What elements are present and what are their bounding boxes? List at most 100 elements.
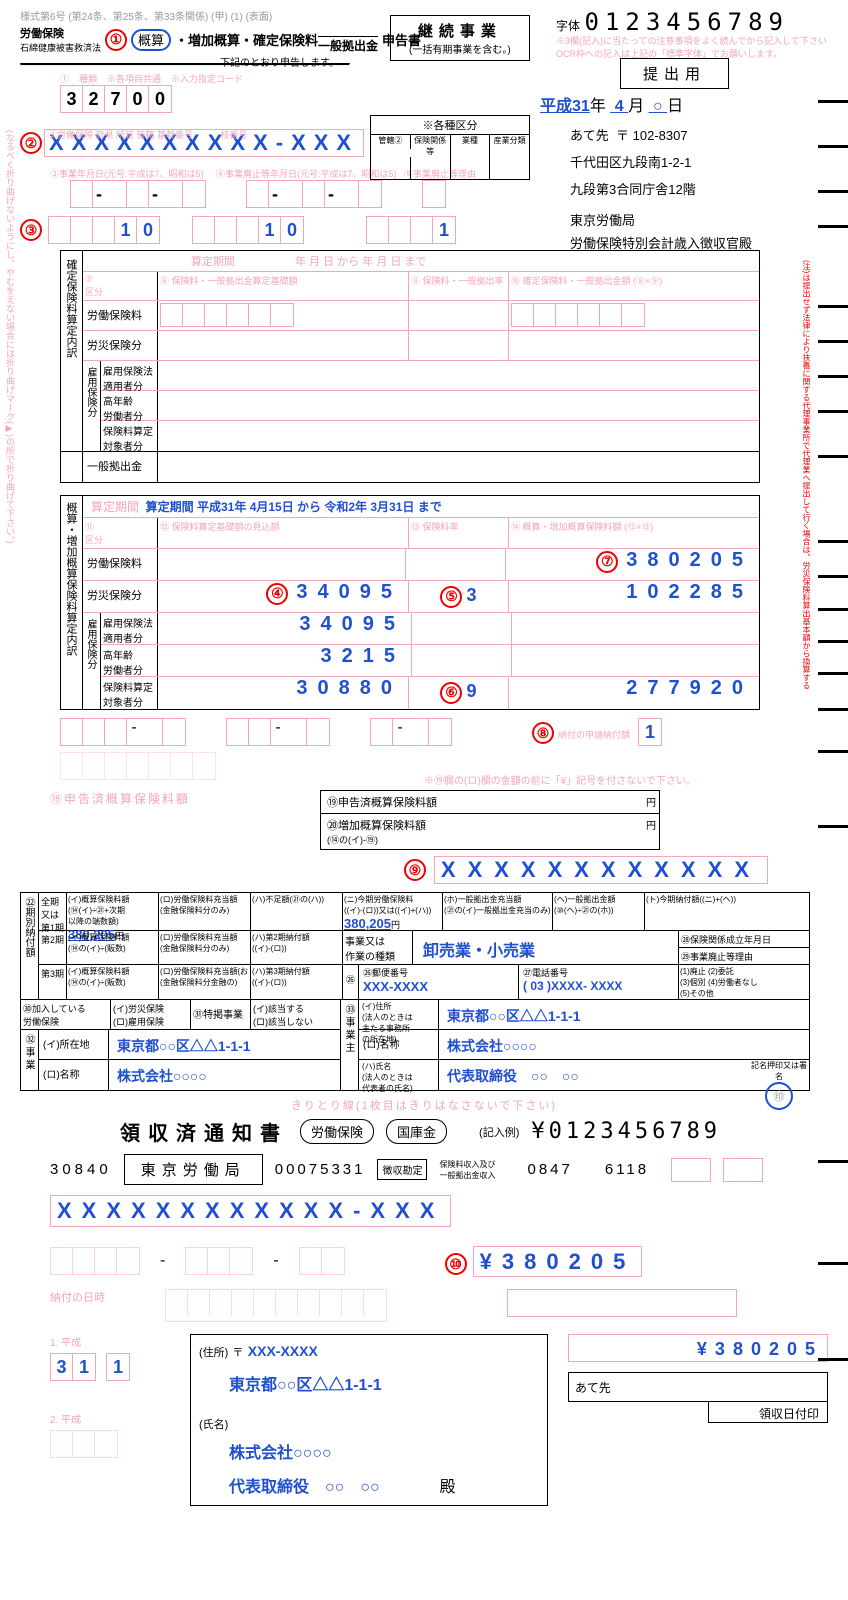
npers-label: (ハ)氏名 (法人のときは 代表者の氏名) <box>359 1060 439 1090</box>
mark-9: ⑨ <box>404 859 426 881</box>
special-label: ㉛特掲事業 <box>191 1000 251 1029</box>
raddr: 東京都○○区△△1-1-1 <box>229 1371 539 1395</box>
gaisan-vlabel: 概算・増加概算保険料算定内訳 <box>61 496 83 709</box>
class-header: ※各種区分 <box>371 116 529 135</box>
stamp-label: 記名押印又は署名 <box>751 1061 807 1081</box>
npers: 代表取締役 ○○ ○○ <box>439 1060 749 1090</box>
side-mark <box>818 750 848 753</box>
tag1: 労働保険 <box>300 1119 374 1144</box>
col12: ⑫ 保険料算定基礎額の見込額 <box>158 518 409 548</box>
nushi-vlabel: ㉝ 事 業 主 <box>341 1000 359 1090</box>
row-label: 労働保険料 <box>83 549 158 580</box>
code-cell: 3 <box>61 86 83 112</box>
receipt-xes: XXXXXXXXXXXX-XXX <box>50 1195 451 1227</box>
l2: (ロ)労働保険料充当額 (金融保険料分のみ) <box>159 893 251 930</box>
code-cell: 0 <box>127 86 149 112</box>
rname1: 株式会社○○○○ <box>229 1439 539 1463</box>
l7: (ト)今期納付額((ニ)+(ヘ)) <box>645 893 809 930</box>
kakutei-vlabel: 確定保険料算定内訳 <box>61 251 83 451</box>
joined-label: ㉚加入している 労働保険 <box>21 1000 111 1029</box>
side-mark <box>818 672 848 675</box>
declared-label1: ⑲申告済概算保険料額 <box>321 791 639 813</box>
l1: (イ)概算保険料額 (⑭(イ)÷㉑+次期 以降の端数額) <box>68 895 129 926</box>
row-label: 雇用保険法 適用者分 <box>101 613 158 644</box>
code3: 0847 <box>527 1161 572 1178</box>
mark-5: ⑤ <box>440 586 462 608</box>
postal: XXX-XXXX <box>363 979 428 994</box>
mark-8: ⑧ <box>532 722 554 744</box>
rname-label: (氏名) <box>199 1419 228 1431</box>
mark-2: ② <box>20 132 42 154</box>
class-col: 管轄② <box>371 135 411 149</box>
l4v: 380,205 <box>344 916 391 931</box>
jaddr-label: (イ)所在地 <box>39 1030 109 1059</box>
declared-label2: ⑳増加概算保険料額 <box>327 820 426 832</box>
font-sample: 0123456789 <box>584 8 789 36</box>
gaisan-table: 概算・増加概算保険料算定内訳 算定期間 算定期間 平成31年 4月15日 から … <box>60 495 760 710</box>
l6: (ヘ)一般拠出金額 (⑩(ヘ)÷㉑の(ホ)) <box>553 893 645 930</box>
reldate: ㉘保険関係成立年月日 <box>679 931 809 948</box>
submit-label: 提出用 <box>620 58 729 89</box>
row9-xes: XXXXXXXXXXXX <box>434 856 768 884</box>
header-row: 様式第6号 (第24条、第25条、第33条関係) (甲) (1) (表面) 労働… <box>20 8 828 66</box>
code-boxes: 3 2 7 0 0 <box>60 85 172 113</box>
levy-sub: 保険料収入及び 一般拠出金収入 <box>439 1159 495 1181</box>
continuous-biz: 継続事業 <box>409 20 511 41</box>
ocr-note1: ※3欄(記入)に当たっての注意事項をよく読んでから記入して下さい <box>556 34 827 47</box>
abolish-opts: (1)廃止 (2)委託 (3)個別 (4)労働者なし (5)その他 <box>679 965 809 999</box>
rname2: 代表取締役 ○○ ○○ <box>229 1479 380 1496</box>
receipt-section: 領収済通知書 労働保険 国庫金 (記入例) ¥0123456789 30840 … <box>20 1117 828 1506</box>
col9: ⑨ 保険料・一般拠出率 <box>409 272 509 300</box>
tag2: 国庫金 <box>386 1119 447 1144</box>
val7c: 277920 <box>626 677 753 699</box>
business-info: ㉚加入している 労働保険 (イ)労災保険 (ロ)雇用保険 ㉛特掲事業 (イ)該当… <box>20 999 810 1091</box>
code-cell: 0 <box>149 86 171 112</box>
declared-sub: (⑭の(イ)-⑲) <box>327 835 378 845</box>
row-label: 保険料算定 対象者分 <box>101 677 158 709</box>
col10: ⑩ 確定保険料・一般拠出金額 (⑧×⑨) <box>509 272 759 300</box>
ex-val: ¥0123456789 <box>531 1119 721 1144</box>
joined-opts: (イ)労災保険 (ロ)雇用保険 <box>111 1000 191 1029</box>
p2: 第2期 <box>39 931 67 964</box>
side-mark <box>818 190 848 193</box>
row-label: 労災保険分 <box>83 581 158 612</box>
classification: ※各種区分 管轄② 保険関係等 業種 産業分類 <box>370 115 530 180</box>
raddr-label: (住所) <box>199 1347 228 1359</box>
naddr-label: (イ)住所 (法人のときは 主たる事務所 の所在地) <box>359 1000 439 1029</box>
side-mark <box>818 1262 848 1265</box>
side-mark <box>818 1358 848 1361</box>
side-mark <box>818 575 848 578</box>
stamp-icon: ㊞ <box>774 1088 785 1104</box>
special-opts: (イ)該当する (ロ)該当しない <box>251 1000 340 1029</box>
col14: ⑭ 概算・増加概算保険料額 (⑫×⑬) <box>509 518 759 548</box>
row8-val: 1 <box>639 719 661 745</box>
period-payment: ㉒期別納付額 全期又は第1期 (イ)概算保険料額 (⑭(イ)÷㉑+次期 以降の端… <box>20 892 810 1000</box>
side-mark <box>818 540 848 543</box>
val4: 34095 <box>296 581 402 603</box>
code2: 00075331 <box>275 1161 366 1178</box>
side-mark <box>818 340 848 343</box>
side-mark <box>818 100 848 103</box>
class-col: 保険関係等 <box>411 135 451 157</box>
row-label: 一般拠出金 <box>83 452 158 482</box>
gaisan-circled: 概算 <box>131 29 171 51</box>
cutline: きりとり線(1枚目はきりはなさないで下さい) <box>20 1097 828 1113</box>
row-label: 労災保険分 <box>83 331 158 360</box>
code-cell: 2 <box>83 86 105 112</box>
side-mark <box>818 1160 848 1163</box>
font-label: 字体 <box>556 19 580 33</box>
side-mark <box>818 608 848 611</box>
kakutei-period-label: 算定期間 <box>191 253 235 269</box>
row-9: ⑨ XXXXXXXXXXXX <box>20 856 768 884</box>
val7: 380205 <box>626 549 753 571</box>
receipt-title: 領収済通知書 <box>120 1117 288 1146</box>
side-note-right: (注)は提出せず法律により扶養に関する代理事業所で代理業へ提出して行く場合は、労… <box>801 260 812 689</box>
side-mark <box>818 640 848 643</box>
mark-4: ④ <box>266 583 288 605</box>
sub-label: 雇用保険分 <box>83 613 101 709</box>
mark-3: ③ <box>20 219 42 241</box>
jigyou-vlabel: ㉜ 事 業 <box>21 1030 39 1090</box>
mark-7: ⑦ <box>596 551 618 573</box>
ex-label: (記入例) <box>479 1124 519 1140</box>
l5: (ホ)一般拠出金充当額 (㉑の(イ)一般拠出金充当のみ) <box>443 893 553 930</box>
